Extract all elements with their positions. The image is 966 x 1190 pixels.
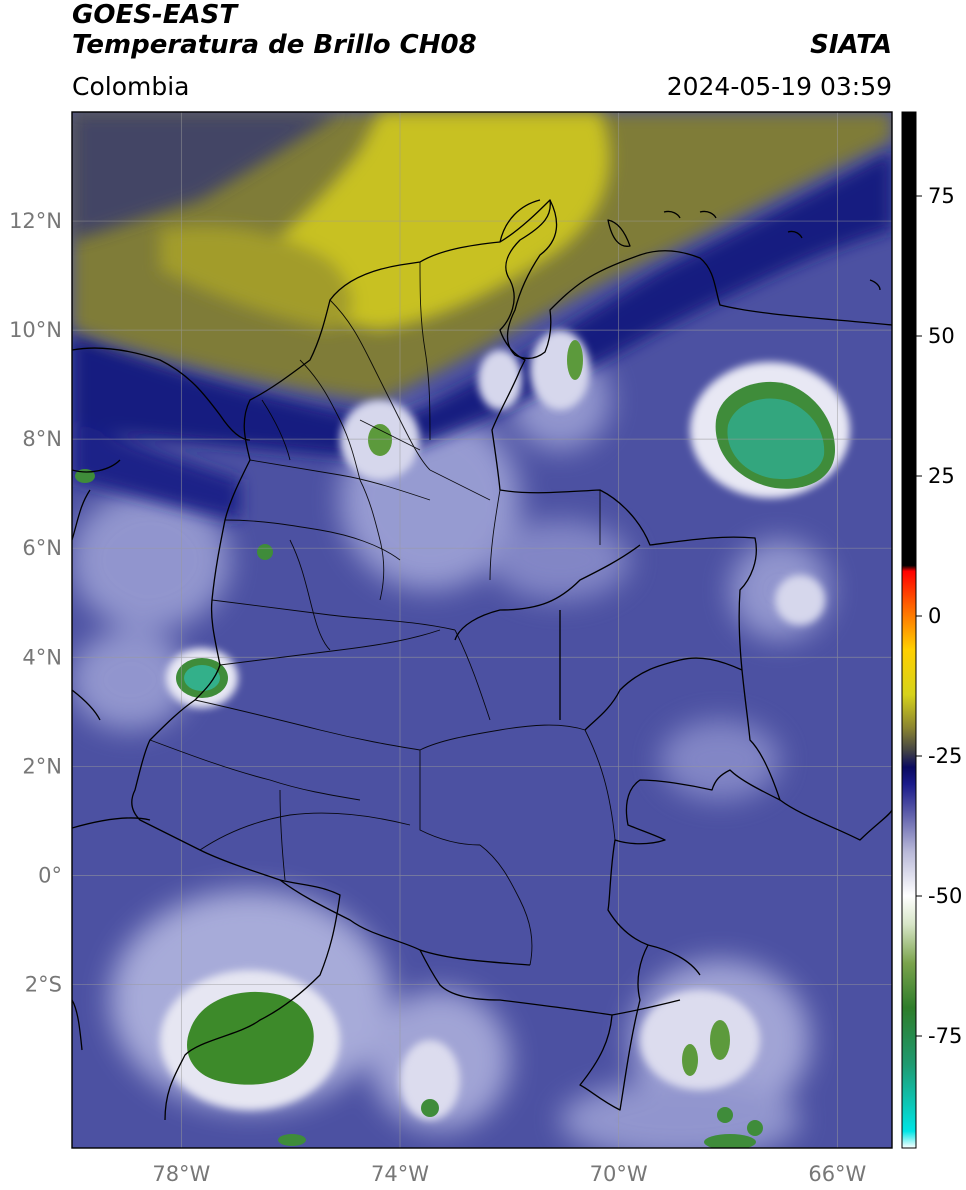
colorbar: 75 50 25 0 -25 -50 -75 [901,111,962,1149]
lon-tick-label: 66°W [808,1162,866,1186]
map-frame [71,111,893,1149]
lon-tick-label: 74°W [371,1162,429,1186]
lat-tick-label: 10°N [9,318,62,342]
deep-blue-band [72,150,892,520]
title-line-2: Temperatura de Brillo CH08 [72,30,477,60]
lat-tick-label: 2°N [22,754,62,778]
source-label: SIATA [810,30,892,60]
colorbar-ticks: 75 50 25 0 -25 -50 -75 [916,184,962,1048]
department-borders [149,261,616,966]
lat-tick-label: 8°N [22,427,62,451]
colorbar-frame [901,111,917,1149]
olive-dark-top [72,112,340,240]
colorbar-tick-label: -25 [928,744,962,768]
colorbar-tick-label: -50 [928,884,962,908]
lat-tick-label: 4°N [22,645,62,669]
satellite-imagery [72,112,892,1148]
colorbar-tick-label: 25 [928,464,955,488]
lat-tick-label: 6°N [22,536,62,560]
lat-tick-label: 0° [38,863,62,887]
lon-tick-label: 70°W [590,1162,648,1186]
colorbar-tick-label: 0 [928,604,941,628]
title-line-1: GOES-EAST [72,0,238,30]
lon-tick-label: 78°W [152,1162,210,1186]
colorbar-tick-label: 50 [928,324,955,348]
country-borders [72,199,892,1121]
colorbar-tick-label: 75 [928,184,955,208]
region-label: Colombia [72,72,190,101]
lat-tick-label: 12°N [9,209,62,233]
lat-tick-label: 2°S [25,972,62,996]
datetime-label: 2024-05-19 03:59 [666,72,892,101]
longitude-labels: 78°W 74°W 70°W 66°W [152,1162,866,1186]
grid-lines [72,112,892,1148]
colorbar-gradient [902,112,916,1148]
colorbar-tick-label: -75 [928,1024,962,1048]
latitude-labels: 12°N 10°N 8°N 6°N 4°N 2°N 0° 2°S [9,209,62,996]
